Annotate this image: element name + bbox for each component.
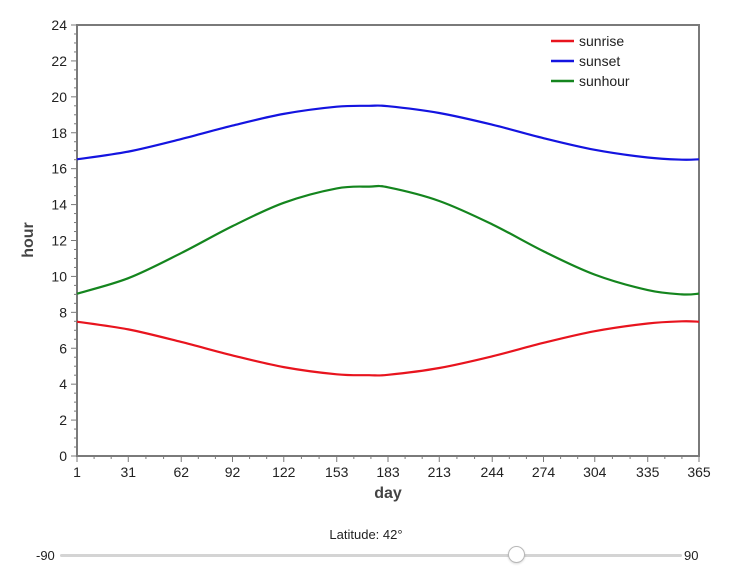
plot-area: [76, 24, 700, 457]
y-tick-label: 2: [59, 412, 67, 428]
x-axis-title: day: [374, 485, 402, 502]
slider-min-label: -90: [36, 548, 55, 563]
y-tick-label: 20: [51, 89, 67, 105]
series-line-sunset: [76, 104, 700, 161]
x-tick-label: 274: [532, 464, 556, 480]
x-tick-label: 1: [73, 464, 81, 480]
y-tick-label: 16: [51, 161, 67, 177]
latitude-slider-track[interactable]: [60, 554, 682, 557]
x-tick-label: 31: [120, 464, 136, 480]
legend-label-sunhour: sunhour: [579, 73, 630, 89]
x-tick-label: 153: [325, 464, 349, 480]
y-axis-title: hour: [20, 222, 37, 258]
latitude-slider-thumb[interactable]: [507, 546, 525, 563]
y-tick-label: 18: [51, 125, 67, 141]
series-line-sunrise: [76, 320, 700, 377]
y-tick-label: 14: [51, 197, 67, 213]
latitude-label: Latitude: 42°: [329, 527, 403, 542]
y-tick-label: 0: [59, 448, 67, 464]
y-tick-label: 22: [51, 53, 67, 69]
legend: sunrise sunset sunhour: [551, 33, 630, 89]
legend-label-sunset: sunset: [579, 53, 620, 69]
slider-max-label: 90: [684, 548, 699, 563]
legend-label-sunrise: sunrise: [579, 33, 624, 49]
x-tick-label: 213: [428, 464, 452, 480]
x-tick-label: 92: [225, 464, 241, 480]
x-tick-label: 122: [272, 464, 296, 480]
y-tick-label: 12: [51, 233, 67, 249]
y-tick-label: 24: [51, 17, 67, 33]
x-tick-label: 304: [583, 464, 607, 480]
x-tick-label: 335: [636, 464, 660, 480]
series-line-sunhour: [76, 184, 700, 296]
y-tick-label: 8: [59, 304, 67, 320]
x-tick-label: 183: [376, 464, 400, 480]
y-tick-label: 10: [51, 268, 67, 284]
y-tick-label: 4: [59, 376, 67, 392]
series-layer: [76, 104, 700, 377]
x-tick-label: 365: [687, 464, 711, 480]
x-tick-label: 62: [173, 464, 189, 480]
x-tick-label: 244: [481, 464, 505, 480]
x-axis: 1 31 62 92 122 153 183 213 244 274 304 335 365: [73, 456, 711, 480]
y-tick-label: 6: [59, 340, 67, 356]
